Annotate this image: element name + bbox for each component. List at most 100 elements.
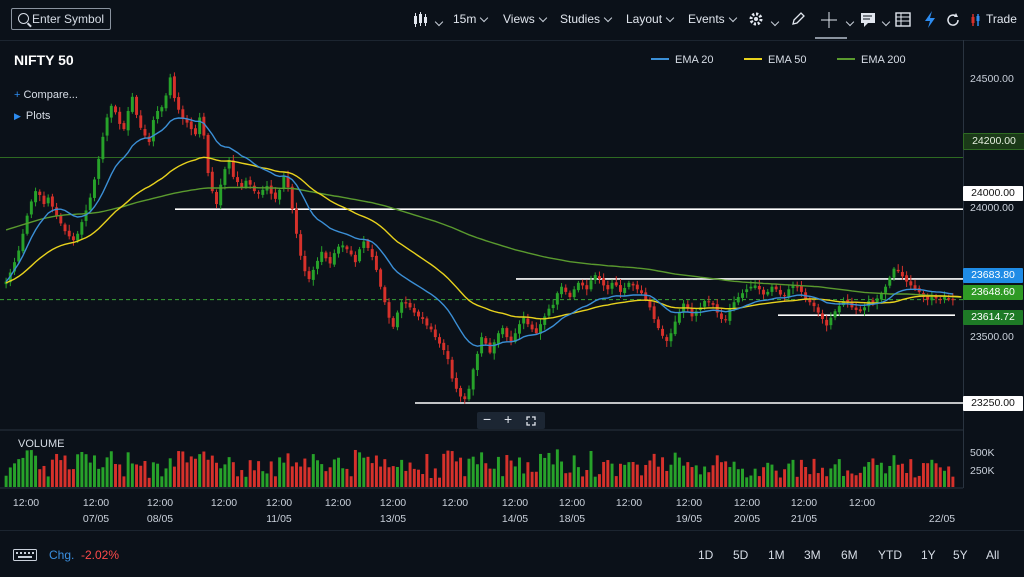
volume-bar — [905, 473, 909, 487]
candle-body — [644, 292, 648, 300]
toolbar: 15m Views Studies Layout Events Trade — [0, 0, 1024, 41]
range-1m[interactable]: 1M — [768, 548, 785, 562]
volume-bar — [656, 466, 660, 487]
keyboard-icon[interactable] — [13, 549, 37, 564]
chevron-down-icon — [538, 13, 548, 23]
date-tick-label: 14/05 — [501, 513, 529, 525]
candle-body — [585, 285, 589, 290]
candle-body — [215, 191, 218, 205]
studies-menu[interactable]: Studies — [560, 12, 613, 26]
lightning-icon[interactable] — [923, 10, 937, 32]
range-5d[interactable]: 5D — [733, 548, 749, 562]
candle-body — [421, 317, 425, 320]
volume-bar — [202, 451, 206, 487]
gear-icon[interactable] — [748, 11, 764, 30]
fullscreen-icon[interactable] — [526, 415, 536, 429]
volume-bar — [707, 472, 711, 487]
candle-body — [795, 286, 799, 288]
legend-ema20-label: EMA 20 — [675, 54, 714, 66]
interval-menu[interactable]: 15m — [453, 12, 489, 26]
volume-bar — [627, 462, 631, 487]
volume-bar — [884, 473, 888, 487]
volume-bar — [105, 457, 109, 487]
legend-ema200: EMA 200 — [837, 54, 906, 66]
volume-bar — [917, 475, 921, 487]
candle-body — [732, 302, 736, 308]
candle-body — [244, 180, 248, 188]
range-5y[interactable]: 5Y — [953, 548, 968, 562]
candle-body — [429, 326, 433, 330]
price-axis[interactable] — [963, 40, 1024, 488]
date-tick-label: 21/05 — [790, 513, 818, 525]
candle-body — [488, 342, 492, 353]
candle-body — [193, 128, 197, 135]
zoom-in-button[interactable]: + — [504, 411, 513, 427]
candle-body — [311, 269, 315, 280]
volume-bar — [825, 476, 829, 487]
range-3m[interactable]: 3M — [804, 548, 821, 562]
volume-bar — [290, 466, 294, 487]
candle-body — [353, 254, 357, 263]
range-1y[interactable]: 1Y — [921, 548, 936, 562]
candle-body — [593, 275, 597, 281]
range-ytd[interactable]: YTD — [878, 548, 902, 562]
volume-bar — [25, 450, 29, 487]
events-menu[interactable]: Events — [688, 12, 737, 26]
pencil-icon[interactable] — [790, 11, 806, 30]
zoom-out-button[interactable]: − — [483, 411, 492, 427]
volume-bar — [871, 458, 875, 487]
volume-bar — [669, 464, 673, 487]
candle-body — [450, 359, 454, 379]
candle-body — [745, 289, 749, 293]
candle-body — [248, 180, 252, 185]
crosshair-icon[interactable] — [820, 11, 838, 32]
candle-body — [172, 76, 176, 99]
volume-bar — [395, 466, 399, 487]
volume-bar — [454, 461, 458, 487]
compare-button[interactable]: + Compare... — [14, 89, 78, 101]
candle-body — [837, 306, 841, 313]
candle-body — [412, 308, 416, 313]
candle-body — [471, 369, 475, 390]
candle-body — [63, 224, 67, 232]
views-menu[interactable]: Views — [503, 12, 548, 26]
volume-bar — [332, 459, 336, 487]
volume-bar — [812, 458, 816, 487]
trade-button[interactable]: Trade — [986, 12, 1017, 26]
range-all[interactable]: All — [986, 548, 1000, 562]
volume-bar — [913, 477, 917, 487]
volume-bar — [55, 453, 59, 487]
candle-body — [307, 271, 311, 279]
candlestick-icon[interactable] — [412, 12, 434, 31]
volume-bar — [257, 461, 261, 487]
volume-bar — [425, 454, 429, 487]
volume-bar — [17, 459, 21, 487]
candle-body — [303, 255, 307, 272]
volume-bar — [223, 464, 227, 487]
volume-bar — [888, 465, 892, 487]
refresh-icon[interactable] — [945, 12, 961, 31]
range-6m[interactable]: 6M — [841, 548, 858, 562]
symbol-search-input[interactable] — [32, 11, 108, 27]
range-1d[interactable]: 1D — [698, 548, 714, 562]
volume-bar — [215, 462, 218, 487]
candle-body — [913, 285, 917, 290]
volume-bar — [71, 469, 75, 487]
candle-body — [522, 317, 526, 324]
trade-icon[interactable] — [970, 13, 982, 30]
candle-body — [25, 215, 29, 234]
volume-bar — [635, 464, 639, 487]
table-icon[interactable] — [895, 12, 911, 30]
price-chart[interactable] — [0, 40, 963, 490]
candle-body — [741, 293, 744, 298]
plots-toggle[interactable]: ▶ Plots — [14, 110, 50, 122]
volume-bar — [854, 475, 858, 487]
volume-bar — [564, 473, 568, 487]
symbol-search[interactable] — [11, 8, 111, 30]
volume-bar — [698, 474, 702, 487]
layout-menu[interactable]: Layout — [626, 12, 675, 26]
volume-bar — [168, 458, 172, 487]
events-label: Events — [688, 12, 725, 26]
candle-body — [576, 282, 580, 291]
comment-icon[interactable] — [860, 12, 878, 31]
